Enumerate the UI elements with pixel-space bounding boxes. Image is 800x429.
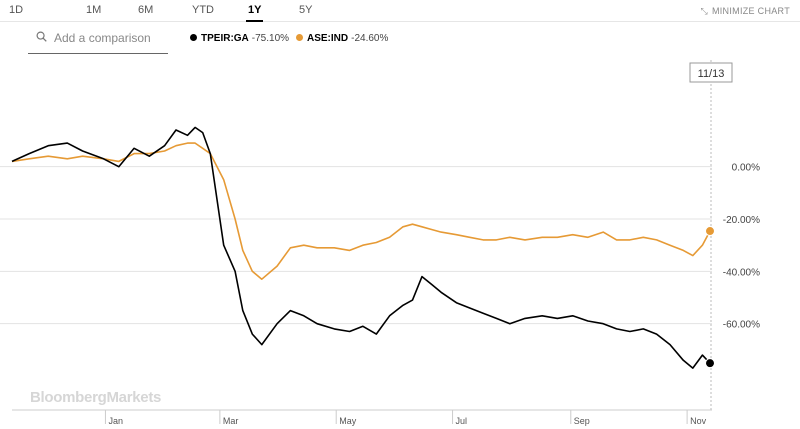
legend-item-tpeir: TPEIR:GA -75.10% [190,33,289,44]
y-tick-label: -20.00% [723,215,760,226]
collapse-icon: ⤡ [700,6,708,16]
search-placeholder: Add a comparison [54,31,151,45]
range-button-1m[interactable]: 1M [86,4,102,16]
legend-item-ase: ASE:IND -24.60% [296,33,388,44]
series-line-tpeir [11,126,711,369]
minimize-chart-button[interactable]: ⤡ MINIMIZE CHART [700,6,790,17]
add-comparison-search[interactable]: Add a comparison [28,28,168,54]
legend-dot [296,34,303,41]
series-end-point-ase[interactable] [705,226,715,237]
x-tick-label: Jul [456,416,468,426]
comparison-row: Add a comparison TPEIR:GA -75.10% ASE:IND… [0,22,800,56]
legend-dot [190,34,197,41]
bloomberg-markets-logo: BloombergMarkets [30,389,162,406]
x-tick-label: Sep [574,416,590,426]
range-button-6m[interactable]: 6M [138,4,154,16]
y-tick-label: -40.00% [723,267,760,278]
legend-change: -75.10% [251,33,290,44]
x-tick-label: Jan [108,416,123,426]
series-end-point-tpeir[interactable] [705,358,715,369]
legend-symbol: ASE:IND [307,33,349,44]
minimize-chart-label: MINIMIZE CHART [711,6,790,16]
series-line-ase [11,142,711,280]
x-tick-label: Mar [223,416,239,426]
range-button-5y[interactable]: 5Y [299,4,313,16]
y-tick-label: -60.00% [723,320,760,331]
range-button-1d[interactable]: 1D [9,4,24,16]
x-tick-label: Nov [690,416,707,426]
x-tick-label: May [339,416,357,426]
range-button-1y[interactable]: 1Y [245,4,265,22]
range-button-ytd[interactable]: YTD [192,4,214,16]
current-date-label: 11/13 [698,68,725,80]
current-date-box [689,62,733,83]
range-selector: 1D 1M 6M YTD 1Y 5Y ⤡ MINIMIZE CHART [0,0,800,22]
search-icon [36,31,47,42]
legend-change: -24.60% [351,33,389,44]
legend-symbol: TPEIR:GA [201,33,249,44]
y-tick-label: 0.00% [732,163,760,174]
